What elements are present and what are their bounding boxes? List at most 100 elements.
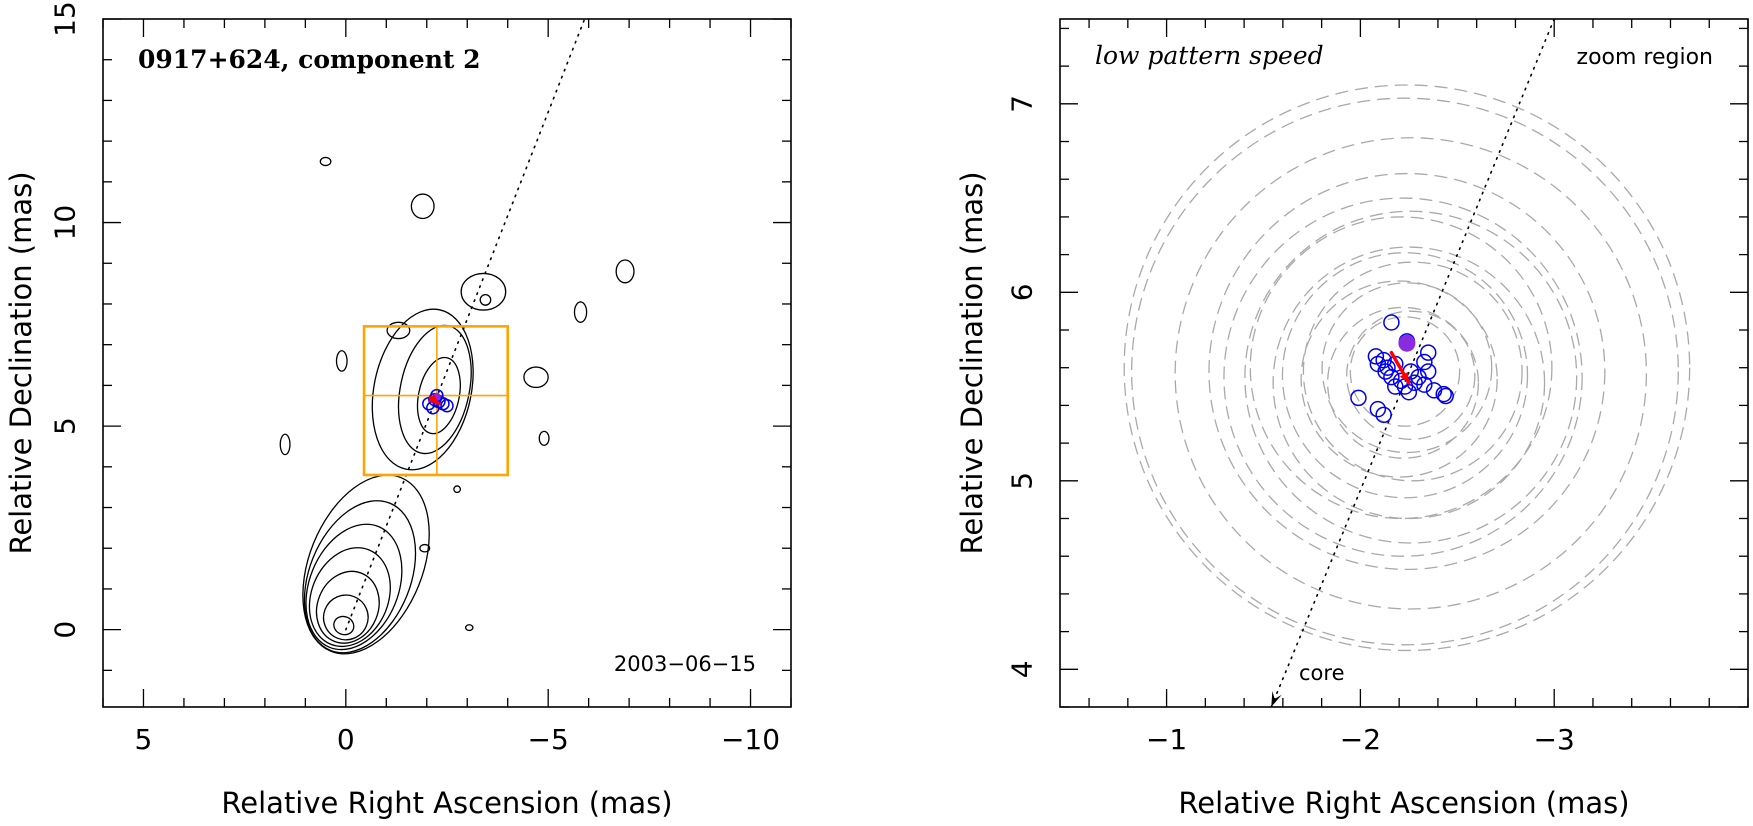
right-epoch-marker	[1369, 400, 1387, 418]
core-contour	[305, 523, 403, 651]
right-jet-axis	[1270, 19, 1555, 707]
right-panel-title: low pattern speed	[1095, 41, 1324, 70]
isolated-contour	[453, 485, 462, 494]
right-epoch-marker	[1419, 363, 1437, 380]
right-tick-group	[1060, 19, 1749, 708]
right-motion-arrow-head	[1399, 371, 1409, 383]
isolated-contour	[319, 156, 332, 167]
uncertainty-ring	[1300, 280, 1498, 478]
left-panel: 5 0 −5 −10 0 5 10 15 0917+624, component 2 2003…	[4, 1, 792, 820]
right-plot-frame	[1059, 18, 1749, 708]
left-y-tick-label: 15	[49, 1, 82, 37]
uncertainty-ring	[1131, 97, 1679, 646]
right-jet-axis-line	[1270, 19, 1555, 707]
uncertainty-ring	[1326, 306, 1480, 459]
uncertainty-ring	[1281, 252, 1529, 499]
right-y-tick-label: 4	[1006, 660, 1039, 678]
left-tick-group	[102, 18, 792, 707]
uncertainty-ring	[1272, 246, 1546, 520]
right-epoch-marker	[1375, 351, 1392, 369]
right-tick-labels: −1 −2 −3 4 5 6 7	[1006, 95, 1575, 756]
uncertainty-ring	[1208, 172, 1606, 571]
right-epoch-marker	[1367, 348, 1385, 365]
uncertainty-ring	[1302, 261, 1523, 482]
right-epoch-marker	[1379, 359, 1396, 376]
right-epoch-marker	[1437, 387, 1454, 405]
isolated-contour	[479, 293, 492, 306]
component-contour	[416, 356, 461, 435]
right-x-tick-label: −1	[1146, 723, 1187, 756]
left-jet-axis	[345, 19, 586, 631]
isolated-contour	[464, 624, 474, 632]
right-plot-area	[1123, 19, 1691, 707]
right-epoch-marker	[1350, 389, 1367, 407]
isolated-contour	[279, 433, 291, 456]
isolated-contour	[460, 272, 507, 311]
left-panel-title: 0917+624, component 2	[138, 45, 481, 74]
core-contour	[315, 570, 380, 644]
right-zoom-region-label: zoom region	[1577, 45, 1713, 70]
right-epoch-marker	[1400, 383, 1418, 401]
left-x-axis-label: Relative Right Ascension (mas)	[221, 786, 672, 820]
isolated-contour	[523, 366, 549, 389]
right-current-position-marker	[1398, 334, 1416, 352]
left-tick-labels: 5 0 −5 −10 0 5 10 15	[49, 1, 781, 756]
left-x-tick-label: 0	[337, 723, 355, 756]
core-contour	[302, 474, 430, 655]
left-epoch-markers	[422, 388, 454, 415]
isolated-contour	[573, 301, 588, 323]
right-core-label: core	[1299, 661, 1345, 685]
right-y-axis-label: Relative Declination (mas)	[955, 171, 989, 554]
uncertainty-ring	[1223, 197, 1583, 557]
right-x-tick-label: −2	[1340, 723, 1381, 756]
left-y-tick-label: 5	[49, 417, 82, 435]
left-plot-area	[279, 19, 635, 655]
right-epoch-marker	[1416, 353, 1433, 371]
left-x-tick-label: −10	[721, 723, 780, 756]
right-uncertainty-rings	[1123, 84, 1691, 652]
left-date-label: 2003−06−15	[614, 652, 756, 676]
isolated-contour	[615, 259, 635, 284]
zoom-region-box	[362, 325, 510, 477]
uncertainty-ring	[1174, 137, 1648, 610]
right-y-tick-label: 5	[1006, 472, 1039, 490]
core-contour	[308, 547, 391, 648]
left-y-axis-label: Relative Declination (mas)	[4, 171, 38, 554]
isolated-contour	[538, 430, 550, 446]
isolated-contour	[419, 543, 431, 553]
right-epoch-marker	[1419, 344, 1437, 361]
core-contour	[333, 615, 355, 636]
right-y-tick-label: 7	[1006, 95, 1039, 113]
uncertainty-ring	[1244, 210, 1578, 544]
left-plot-frame	[102, 18, 792, 708]
left-contour-map	[279, 156, 635, 655]
isolated-contour	[410, 193, 435, 220]
left-y-tick-label: 0	[49, 621, 82, 639]
right-epoch-marker	[1435, 385, 1452, 403]
right-epoch-marker	[1383, 314, 1400, 331]
uncertainty-ring	[1349, 316, 1461, 427]
uncertainty-ring	[1123, 84, 1691, 652]
right-epoch-markers	[1350, 314, 1454, 424]
left-y-tick-label: 10	[49, 205, 82, 241]
right-epoch-marker	[1375, 406, 1392, 424]
right-y-tick-label: 6	[1006, 283, 1039, 301]
left-x-tick-label: −5	[528, 723, 569, 756]
core-direction-arrowhead	[1271, 691, 1282, 707]
right-x-axis-label: Relative Right Ascension (mas)	[1178, 786, 1629, 820]
left-jet-axis-line	[345, 19, 586, 631]
left-motion-arrow-head	[428, 393, 439, 404]
uncertainty-ring	[1249, 216, 1553, 520]
right-panel: −1 −2 −3 4 5 6 7 low pattern speed zoom region…	[955, 18, 1749, 820]
uncertainty-ring	[1346, 310, 1476, 440]
right-x-tick-label: −3	[1534, 723, 1575, 756]
component-contour	[371, 308, 474, 471]
right-epoch-marker	[1387, 378, 1404, 395]
left-x-tick-label: 5	[135, 723, 153, 756]
left-epoch-marker	[440, 398, 454, 413]
core-contour	[322, 594, 369, 641]
isolated-contour	[386, 321, 411, 340]
isolated-contour	[335, 350, 348, 372]
uncertainty-ring	[1321, 282, 1493, 454]
